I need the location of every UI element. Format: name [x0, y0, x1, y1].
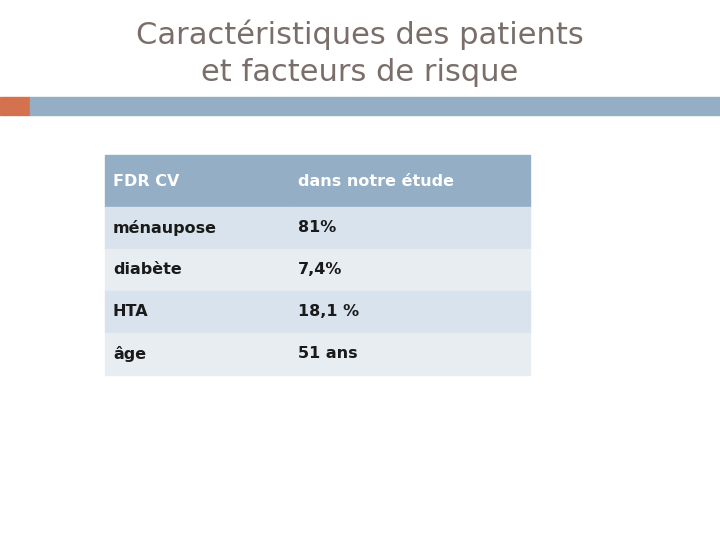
Text: âge: âge	[113, 346, 146, 362]
Bar	[290, 333, 530, 375]
Text: 7,4%: 7,4%	[298, 262, 343, 278]
Text: 81%: 81%	[298, 220, 336, 235]
Text: dans notre étude: dans notre étude	[298, 173, 454, 188]
Bar	[290, 155, 530, 207]
Bar	[105, 291, 290, 333]
Bar	[0, 97, 30, 115]
Text: Caractéristiques des patients: Caractéristiques des patients	[136, 20, 584, 51]
Bar	[290, 207, 530, 249]
Text: diabète: diabète	[113, 262, 181, 278]
Text: FDR CV: FDR CV	[113, 173, 179, 188]
Bar	[290, 291, 530, 333]
Text: 18,1 %: 18,1 %	[298, 305, 359, 320]
Bar	[105, 207, 290, 249]
Text: et facteurs de risque: et facteurs de risque	[202, 58, 518, 87]
Text: 51 ans: 51 ans	[298, 347, 358, 361]
Bar	[105, 333, 290, 375]
Bar	[30, 97, 720, 115]
Bar	[290, 249, 530, 291]
Bar	[105, 155, 290, 207]
Text: HTA: HTA	[113, 305, 148, 320]
Bar	[105, 249, 290, 291]
Text: ménaupose: ménaupose	[113, 220, 217, 236]
